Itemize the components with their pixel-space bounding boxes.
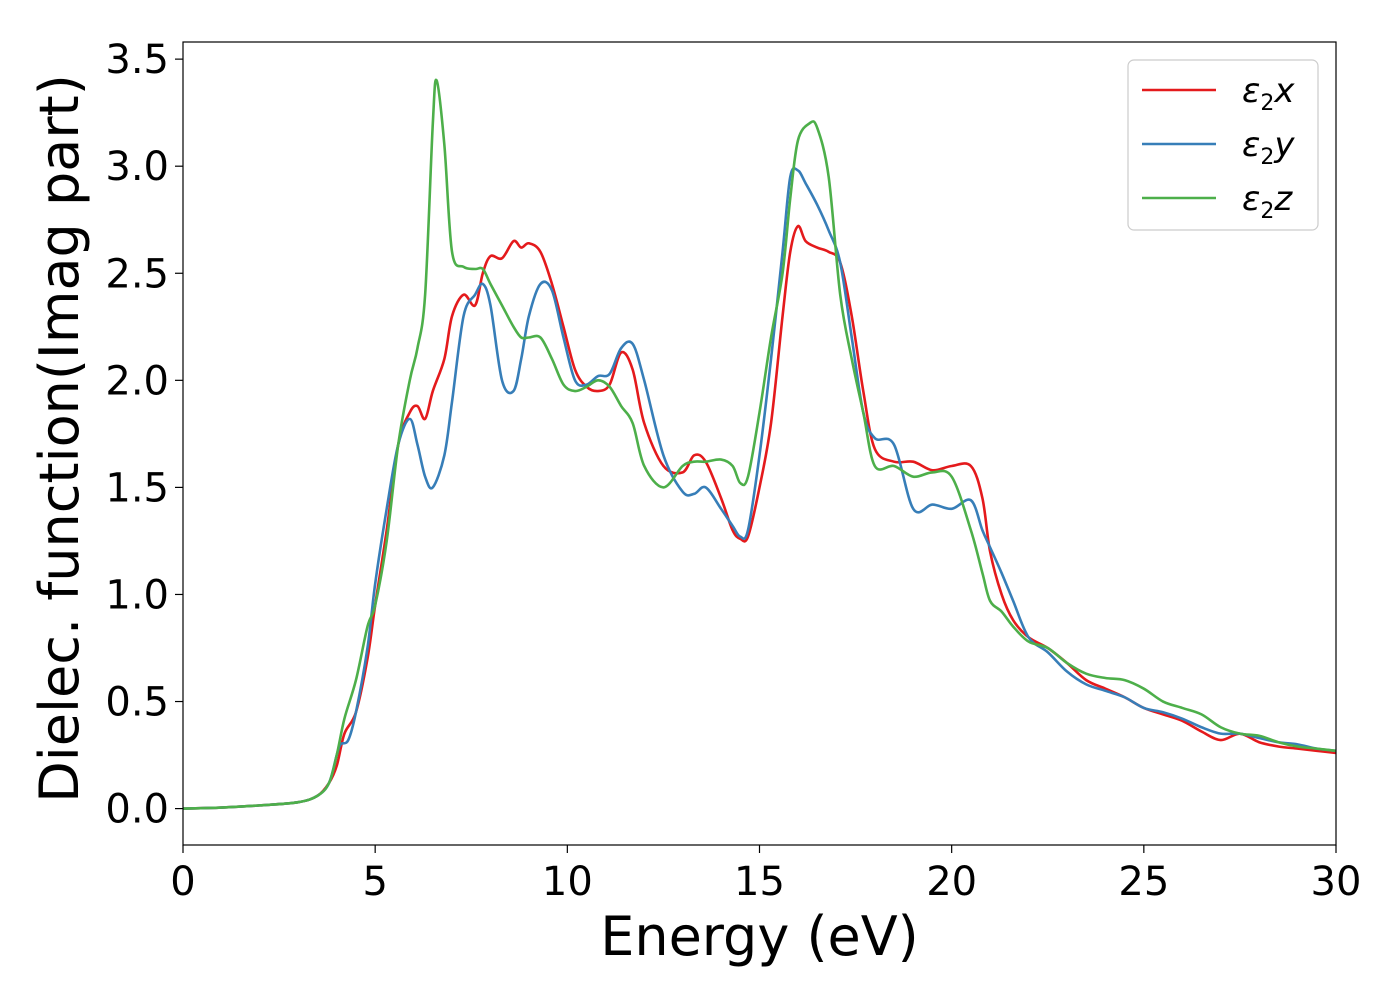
legend-label: ε2y	[1242, 125, 1295, 170]
y-tick-label: 2.5	[105, 251, 169, 297]
legend-item-z: ε2z	[1142, 179, 1293, 224]
series-line-y	[183, 166, 1336, 810]
y-tick-label: 0.5	[105, 680, 169, 726]
x-tick-label: 5	[362, 859, 387, 905]
x-tick-label: 30	[1311, 859, 1362, 905]
y-tick-label: 1.5	[105, 465, 169, 511]
y-tick-label: 0.0	[105, 787, 169, 833]
x-tick-label: 15	[734, 859, 785, 905]
legend-label: ε2z	[1242, 179, 1293, 224]
y-axis-title: Dielec. function(Imag part)	[28, 74, 91, 803]
y-axis-ticks: 0.0 0.5 1.0 1.5 2.0 2.5 3.0 3.5	[105, 37, 183, 833]
x-tick-label: 20	[926, 859, 977, 905]
series-layer	[183, 78, 1336, 810]
y-tick-label: 3.5	[105, 37, 169, 83]
legend-box	[1127, 59, 1319, 231]
x-tick-label: 25	[1118, 859, 1169, 905]
legend-item-x: ε2x	[1142, 71, 1295, 116]
y-tick-label: 1.0	[105, 572, 169, 618]
legend-label: ε2x	[1242, 71, 1295, 116]
legend-item-y: ε2y	[1142, 125, 1295, 170]
y-tick-label: 3.0	[105, 144, 169, 190]
x-tick-label: 10	[542, 859, 593, 905]
x-tick-label: 0	[170, 859, 195, 905]
x-axis-title: Energy (eV)	[600, 905, 919, 968]
series-line-z	[183, 78, 1336, 810]
x-axis-ticks: 0 5 10 15 20 25 30	[170, 845, 1361, 905]
y-tick-label: 2.0	[105, 358, 169, 404]
legend: ε2x ε2y ε2z	[1127, 59, 1319, 231]
